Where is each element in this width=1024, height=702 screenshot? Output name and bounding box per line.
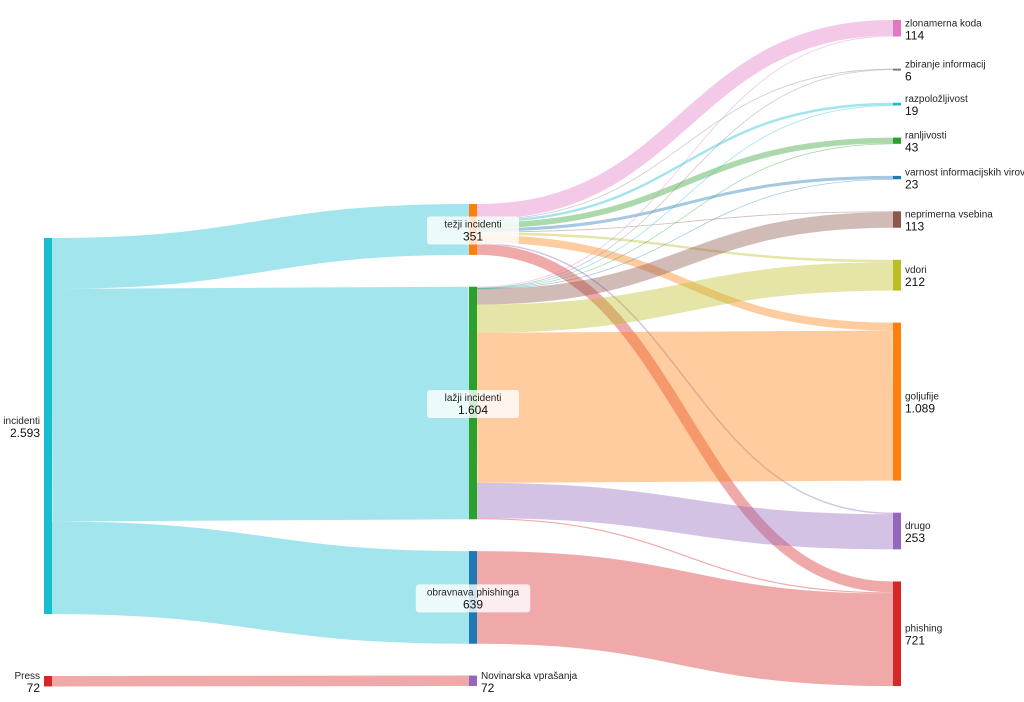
link-tezji-vdori xyxy=(476,232,894,263)
node-neprimerna xyxy=(893,211,901,228)
link-incidenti-phishobr xyxy=(51,521,470,644)
node-value-vdori: 212 xyxy=(905,275,925,289)
node-value-incidenti: 2.593 xyxy=(10,426,40,440)
node-name-razpolozljivost: razpoložljivost xyxy=(905,94,968,105)
node-name-neprimerna: neprimerna vsebina xyxy=(905,210,993,221)
node-drugo xyxy=(893,512,901,550)
link-tezji-zbiranje xyxy=(476,68,894,221)
link-tezji-ranljivosti xyxy=(476,137,894,229)
node-label-bg-tezji xyxy=(427,216,519,245)
node-value-lazni: 1.604 xyxy=(458,403,488,417)
node-zbiranje xyxy=(893,68,901,71)
links-layer xyxy=(51,20,894,687)
node-label-bg-lazni xyxy=(427,389,519,418)
node-incidenti xyxy=(44,238,52,614)
node-phishing xyxy=(893,581,901,686)
link-lazni-drugo xyxy=(476,482,894,550)
node-name-lazni: lažji incidenti xyxy=(445,393,502,404)
node-vdori xyxy=(893,259,901,291)
node-name-phishobr: obravnava phishinga xyxy=(427,587,520,598)
node-value-drugo: 253 xyxy=(905,531,925,545)
link-lazni-zbiranje xyxy=(476,69,894,289)
node-press xyxy=(44,676,52,687)
node-name-press: Press xyxy=(14,671,40,682)
node-name-vdori: vdori xyxy=(905,265,927,276)
node-value-razpolozljivost: 19 xyxy=(905,104,919,118)
node-name-drugo: drugo xyxy=(905,521,931,532)
node-name-varnost: varnost informacijskih virov xyxy=(905,168,1024,179)
link-lazni-razpolozljivost xyxy=(476,105,894,289)
link-tezji-varnost xyxy=(476,175,894,232)
node-value-novinarska: 72 xyxy=(481,681,495,695)
node-name-tezji: težji incidenti xyxy=(444,219,501,230)
node-name-zlonamerna: zlonamerna koda xyxy=(905,18,982,29)
node-label-bg-phishobr xyxy=(415,584,531,613)
node-name-zbiranje: zbiranje informacij xyxy=(905,60,986,71)
link-tezji-neprimerna xyxy=(476,211,894,233)
node-razpolozljivost xyxy=(893,102,901,106)
node-name-phishing: phishing xyxy=(905,624,942,635)
link-lazni-neprimerna xyxy=(476,212,894,305)
node-value-tezji: 351 xyxy=(463,229,483,243)
node-value-zlonamerna: 114 xyxy=(905,28,924,42)
link-lazni-ranljivosti xyxy=(476,143,894,289)
node-name-incidenti: incidenti xyxy=(3,416,40,427)
link-lazni-goljufije xyxy=(476,330,894,483)
link-incidenti-tezji xyxy=(51,203,470,289)
link-lazni-vdori xyxy=(476,262,894,333)
node-name-ranljivosti: ranljivosti xyxy=(905,131,947,142)
link-tezji-razpolozljivost xyxy=(476,102,894,223)
link-lazni-zlonamerna xyxy=(476,35,894,288)
node-novinarska xyxy=(469,675,477,686)
link-incidenti-lazni xyxy=(51,286,470,522)
link-lazni-varnost xyxy=(476,178,894,290)
node-value-ranljivosti: 43 xyxy=(905,141,919,155)
node-ranljivosti xyxy=(893,137,901,144)
node-value-zbiranje: 6 xyxy=(905,70,912,84)
node-zlonamerna xyxy=(893,20,901,37)
node-value-phishing: 721 xyxy=(905,634,925,648)
node-name-goljufije: goljufije xyxy=(905,392,939,403)
node-value-varnost: 23 xyxy=(905,178,919,192)
link-tezji-zlonamerna xyxy=(476,20,894,220)
node-value-goljufije: 1.089 xyxy=(905,402,935,416)
link-tezji-goljufije xyxy=(476,234,894,331)
node-varnost xyxy=(893,175,901,180)
node-name-novinarska: Novinarska vprašanja xyxy=(481,671,578,682)
link-tezji-phishing xyxy=(476,244,894,593)
link-tezji-drugo xyxy=(476,242,894,515)
link-lazni-phishing xyxy=(476,518,894,594)
node-value-neprimerna: 113 xyxy=(905,220,924,234)
node-value-press: 72 xyxy=(27,681,41,695)
node-goljufije xyxy=(893,322,901,481)
link-phishobr-phishing xyxy=(476,551,894,687)
node-value-phishobr: 639 xyxy=(463,597,483,611)
